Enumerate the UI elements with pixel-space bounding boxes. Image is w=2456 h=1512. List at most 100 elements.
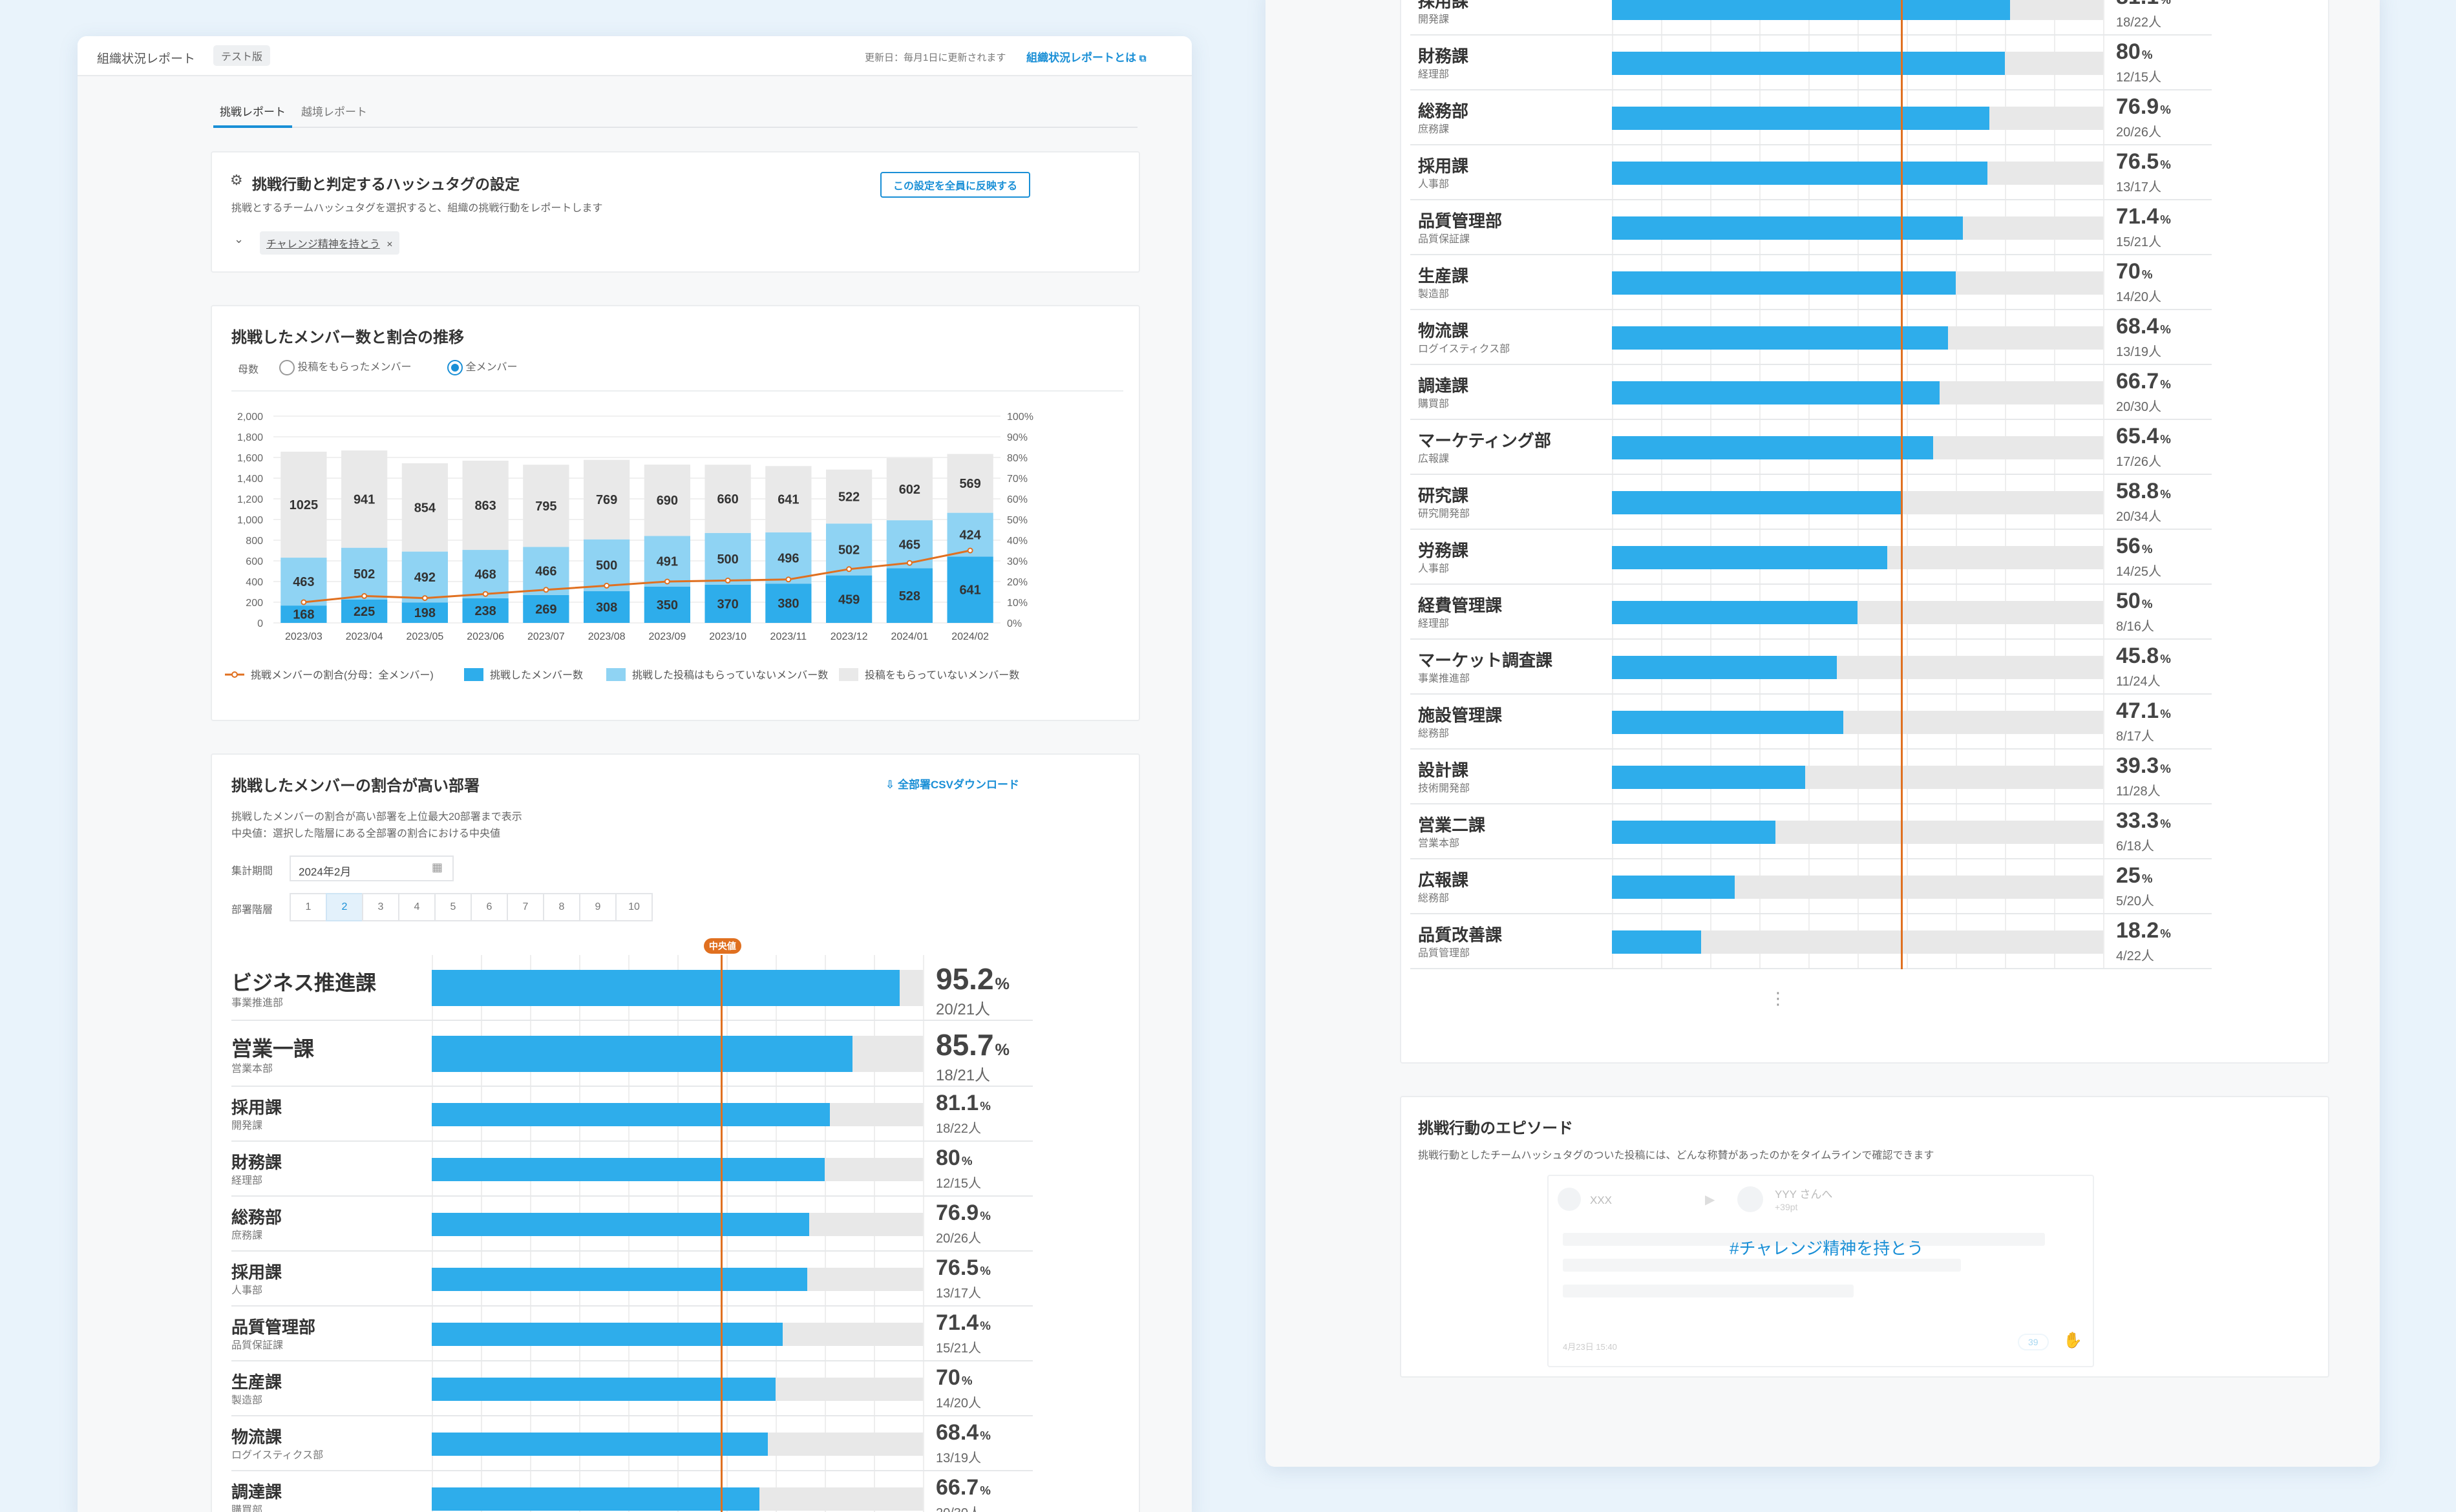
chevron-down-icon[interactable]: ⌄: [234, 233, 244, 246]
pct-value: 66.7%: [2116, 369, 2171, 394]
period-picker[interactable]: 2024年2月 ▦: [290, 856, 454, 881]
receiver-name: YYY さんへ: [1775, 1188, 1833, 1201]
dept-list-right: 採用課開発課81.1%18/22人財務課経理部80%12/15人総務部庶務課76…: [1401, 0, 2329, 989]
grid-line: [1907, 0, 1908, 969]
dept-parent: 広報課: [1418, 454, 1450, 465]
pct-unit: %: [980, 1209, 991, 1223]
bar-segment: [704, 584, 751, 623]
dept-row[interactable]: [1410, 90, 2212, 145]
bar-track: [1612, 765, 2103, 789]
bar-track: [1612, 490, 2103, 514]
level-option[interactable]: 9: [579, 893, 617, 921]
dept-row[interactable]: [1410, 0, 2212, 36]
bar-segment: [704, 532, 751, 585]
radio-all-members[interactable]: 全メンバー: [447, 358, 517, 375]
level-option[interactable]: 5: [434, 893, 472, 921]
bar-fill: [1612, 655, 1837, 679]
pct-unit: %: [2160, 213, 2171, 226]
tab-crossborder-report[interactable]: 越境レポート: [301, 106, 367, 118]
bar-track: [1612, 326, 2103, 350]
member-count: 15/21人: [2116, 235, 2162, 249]
dept-row[interactable]: [231, 1087, 1033, 1142]
clap-icon[interactable]: ✋: [2063, 1332, 2082, 1349]
csv-download-button[interactable]: ⇩ 全部署CSVダウンロード: [885, 775, 1019, 792]
dept-list-left: ビジネス推進課 事業推進部 95.2% 20/21人 営業一課 営業本部 85.7% 18/2…: [212, 938, 1140, 1512]
dept-row[interactable]: [1410, 585, 2212, 640]
dept-row[interactable]: [1410, 36, 2212, 90]
bar-value-label: 769: [596, 493, 617, 507]
dept-row[interactable]: [231, 1197, 1033, 1252]
dept-name: 設計課: [1418, 761, 1469, 780]
dept-desc-1: 挑戦したメンバーの割合が高い部署を上位最大20部署まで表示: [231, 812, 522, 823]
dept-row[interactable]: [1410, 859, 2212, 914]
pct-unit: %: [2160, 707, 2171, 720]
dept-row[interactable]: [231, 1361, 1033, 1416]
bar-segment: [584, 459, 630, 540]
dept-row[interactable]: [231, 955, 1033, 1021]
dept-row[interactable]: [231, 1252, 1033, 1307]
bar-value-label: 424: [959, 529, 981, 543]
level-option[interactable]: 1: [290, 893, 327, 921]
bar-value-label: 602: [899, 483, 920, 497]
dept-row[interactable]: [1410, 530, 2212, 585]
apply-to-all-button[interactable]: この設定を全員に反映する: [880, 172, 1031, 198]
selected-hashtag-label: チャレンジ精神を持とう: [266, 239, 380, 250]
bar-value-label: 491: [657, 555, 678, 569]
episode-hashtag[interactable]: #チャレンジ精神を持とう: [1730, 1239, 1924, 1258]
level-option[interactable]: 4: [398, 893, 436, 921]
dept-row[interactable]: [231, 1021, 1033, 1087]
bar-segment: [886, 568, 933, 623]
ratio-point: [421, 595, 428, 602]
dept-row[interactable]: [1410, 475, 2212, 530]
y2-tick-label: 60%: [1007, 494, 1028, 505]
dept-row[interactable]: [1410, 255, 2212, 310]
more-icon[interactable]: ⋮: [1770, 989, 1786, 1008]
dept-row[interactable]: [1410, 640, 2212, 695]
bar-fill: [1612, 381, 1940, 404]
bar-segment: [584, 539, 630, 591]
bar-segment: [401, 602, 448, 623]
level-option[interactable]: 6: [471, 893, 508, 921]
bar-fill: [432, 1487, 759, 1511]
dept-ranking-card-continued: 採用課開発課81.1%18/22人財務課経理部80%12/15人総務部庶務課76…: [1400, 0, 2329, 1064]
dept-row[interactable]: [231, 1307, 1033, 1361]
dept-row[interactable]: [1410, 695, 2212, 750]
dept-row[interactable]: [231, 1416, 1033, 1471]
bar-value-label: 350: [657, 598, 678, 613]
bar-segment: [401, 463, 448, 552]
dept-row[interactable]: [1410, 750, 2212, 804]
dept-name: 経費管理課: [1418, 596, 1503, 615]
about-report-link[interactable]: 組織状況レポートとは ⧉: [1026, 48, 1146, 65]
dept-row[interactable]: [1410, 310, 2212, 365]
level-option[interactable]: 8: [543, 893, 580, 921]
dept-row[interactable]: [1410, 420, 2212, 475]
dept-row[interactable]: [1410, 145, 2212, 200]
dept-row[interactable]: [1410, 200, 2212, 255]
tab-challenge-report[interactable]: 挑戦レポート: [213, 101, 292, 128]
member-count: 20/21人: [936, 1001, 991, 1018]
pct-unit: %: [2141, 48, 2153, 61]
episode-post-preview[interactable]: XXX ▶ YYY さんへ +39pt #チャレンジ精神を持とう 4月23日 1…: [1547, 1175, 2094, 1367]
dept-row[interactable]: [1410, 365, 2212, 420]
bar-segment: [401, 551, 448, 603]
bar-value-label: 370: [717, 597, 738, 611]
radio-received-members[interactable]: 投稿をもらったメンバー: [279, 358, 411, 375]
dept-row[interactable]: [1410, 914, 2212, 969]
remove-tag-icon[interactable]: ×: [386, 239, 393, 250]
y2-tick-label: 0%: [1007, 618, 1022, 629]
dept-row[interactable]: [1410, 804, 2212, 859]
level-option[interactable]: 3: [362, 893, 399, 921]
bar-segment: [281, 605, 327, 623]
dept-parent: ログイスティクス部: [231, 1450, 324, 1461]
bar-fill: [1612, 271, 1956, 295]
report-window-left: 組織状況レポート テスト版 更新日：毎月1日に更新されます 組織状況レポートとは…: [78, 36, 1192, 1512]
dept-name: 財務課: [231, 1153, 282, 1172]
dept-ranking-card: 挑戦したメンバーの割合が高い部署 ⇩ 全部署CSVダウンロード 挑戦したメンバー…: [211, 753, 1140, 1512]
bar-value-label: 941: [354, 492, 375, 507]
level-option[interactable]: 7: [507, 893, 544, 921]
level-option[interactable]: 2: [326, 893, 363, 921]
dept-row[interactable]: [231, 1142, 1033, 1197]
level-option[interactable]: 10: [615, 893, 653, 921]
member-count: 20/26人: [936, 1232, 982, 1246]
grid-line: [1808, 0, 1810, 969]
